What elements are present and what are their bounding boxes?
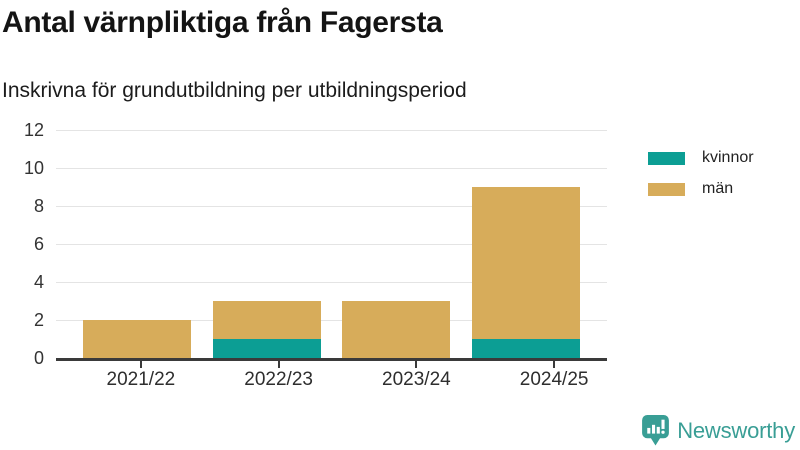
- legend-item-kvinnor[interactable]: kvinnor: [648, 149, 754, 167]
- bar-2021-22: [82, 320, 191, 358]
- y-axis-tick-label: 10: [23, 158, 44, 178]
- x-axis-tick: [415, 361, 418, 368]
- bar-segment-kvinnor[interactable]: [472, 339, 581, 358]
- plot-area: [56, 130, 607, 361]
- bar-group-2021-22: [72, 130, 202, 358]
- bar-segment-man[interactable]: [472, 187, 581, 339]
- x-axis-tick: [553, 361, 556, 368]
- legend: kvinnor män: [648, 149, 754, 211]
- legend-label: kvinnor: [702, 149, 754, 166]
- bar-group-2024-25: [461, 130, 591, 358]
- x-tick-slot: [72, 361, 210, 368]
- x-axis-category-label: 2022/23: [244, 369, 313, 390]
- y-axis-tick-label: 6: [33, 234, 44, 254]
- x-axis-category-label: 2024/25: [519, 369, 589, 390]
- y-axis-tick-label: 0: [33, 348, 44, 368]
- bar-group-2023-24: [332, 130, 462, 358]
- y-axis-tick-label: 8: [33, 196, 44, 216]
- gridline: [56, 168, 607, 169]
- x-axis-tick: [277, 361, 280, 368]
- bar-segment-kvinnor[interactable]: [212, 339, 321, 358]
- y-axis-tick-label: 4: [33, 272, 44, 292]
- gridline: [56, 206, 607, 207]
- bars: [56, 130, 607, 358]
- gridline: [56, 130, 607, 131]
- legend-swatch-kvinnor: [648, 151, 685, 165]
- x-axis-tick: [139, 361, 142, 368]
- x-axis-category-label: 2023/24: [382, 369, 451, 390]
- x-tick-slot: [210, 361, 348, 368]
- legend-item-man[interactable]: män: [648, 180, 754, 198]
- gridline: [56, 320, 607, 321]
- bar-group-2022-23: [202, 130, 332, 358]
- x-axis-labels: 2021/22 2022/23 2023/24 2024/25: [56, 369, 639, 391]
- y-axis-labels: 0 2 4 6 8 10 12: [0, 120, 44, 368]
- bar-2023-24: [342, 301, 451, 358]
- gridline: [56, 282, 607, 283]
- gridline: [56, 244, 607, 245]
- legend-label: män: [702, 180, 734, 197]
- y-axis-tick-label: 12: [23, 120, 44, 140]
- x-tick-slot: [348, 361, 486, 368]
- chart-subtitle: Inskrivna för grundutbildning per utbild…: [2, 79, 467, 102]
- x-axis-ticks: [56, 361, 639, 368]
- newsworthy-logo-text: Newsworthy: [677, 417, 795, 443]
- newsworthy-logo[interactable]: Newsworthy: [641, 414, 795, 447]
- chart-title: Antal värnpliktiga från Fagersta: [2, 6, 443, 39]
- bar-2024-25: [472, 187, 581, 358]
- bar-2022-23: [212, 301, 321, 358]
- bar-segment-man[interactable]: [212, 301, 321, 339]
- bar-segment-man[interactable]: [342, 301, 451, 358]
- y-axis-tick-label: 2: [33, 310, 44, 330]
- legend-swatch-man: [648, 182, 685, 196]
- bar-segment-man[interactable]: [82, 320, 191, 358]
- newsworthy-speech-bubble-bar-chart-icon: [642, 415, 670, 446]
- x-axis-category-label: 2021/22: [106, 369, 176, 390]
- x-tick-slot: [485, 361, 623, 368]
